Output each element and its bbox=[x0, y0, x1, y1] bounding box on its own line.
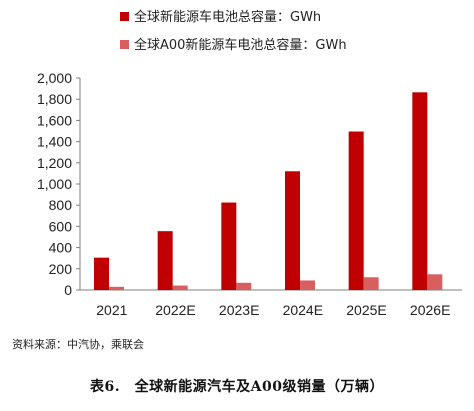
bar-series-2 bbox=[109, 286, 124, 290]
bar-series-1 bbox=[221, 202, 237, 290]
x-tick-label: 2021 bbox=[96, 302, 127, 318]
bar-series-2 bbox=[236, 282, 252, 290]
y-tick-label: 400 bbox=[49, 240, 73, 256]
y-tick-label: 800 bbox=[49, 197, 73, 213]
x-tick-label: 2026E bbox=[410, 302, 450, 318]
bar-series-1 bbox=[157, 231, 173, 290]
y-tick-label: 1,000 bbox=[37, 176, 72, 192]
bar-series-2 bbox=[363, 277, 379, 290]
table-caption: 表6. 全球新能源汽车及A00级销量（万辆） bbox=[90, 379, 384, 395]
y-tick-label: 0 bbox=[64, 282, 72, 298]
y-tick-label: 600 bbox=[49, 218, 73, 234]
x-tick-label: 2022E bbox=[155, 302, 195, 318]
bar-series-2 bbox=[172, 285, 188, 290]
y-tick-label: 200 bbox=[49, 261, 73, 277]
y-tick-label: 1,200 bbox=[37, 155, 72, 171]
source-note: 资料来源：中汽协，乘联会 bbox=[12, 338, 144, 351]
x-tick-label: 2024E bbox=[283, 302, 323, 318]
y-tick-label: 2,000 bbox=[37, 70, 72, 86]
bar-series-1 bbox=[412, 92, 428, 290]
y-tick-label: 1,600 bbox=[37, 112, 72, 128]
x-axis: 2021 2022E 2023E 2024E 2025E 2026E bbox=[80, 289, 462, 318]
legend-label-1: 全球新能源车电池总容量：GWh bbox=[134, 9, 321, 25]
legend-swatch-2 bbox=[120, 40, 129, 49]
y-tick-label: 1,800 bbox=[37, 91, 72, 107]
x-tick-label: 2025E bbox=[346, 302, 386, 318]
bar-series-2 bbox=[300, 280, 315, 290]
bar-series-1 bbox=[94, 257, 109, 290]
bar-series-1 bbox=[348, 131, 364, 290]
x-tick-label: 2023E bbox=[219, 302, 259, 318]
chart-legend: 全球新能源车电池总容量：GWh 全球A00新能源车电池总容量：GWh bbox=[120, 9, 347, 53]
legend-swatch-1 bbox=[120, 12, 129, 21]
legend-label-2: 全球A00新能源车电池总容量：GWh bbox=[134, 37, 347, 53]
y-tick-label: 1,400 bbox=[37, 134, 72, 150]
bar-chart: 全球新能源车电池总容量：GWh 全球A00新能源车电池总容量：GWh 0 200 40… bbox=[37, 9, 462, 318]
bar-series-1 bbox=[285, 171, 300, 290]
y-axis: 0 200 400 600 800 1,000 1,200 1,400 1,600 1,800 2,… bbox=[37, 70, 81, 298]
bar-series-2 bbox=[427, 274, 443, 290]
bars-group bbox=[94, 92, 443, 290]
